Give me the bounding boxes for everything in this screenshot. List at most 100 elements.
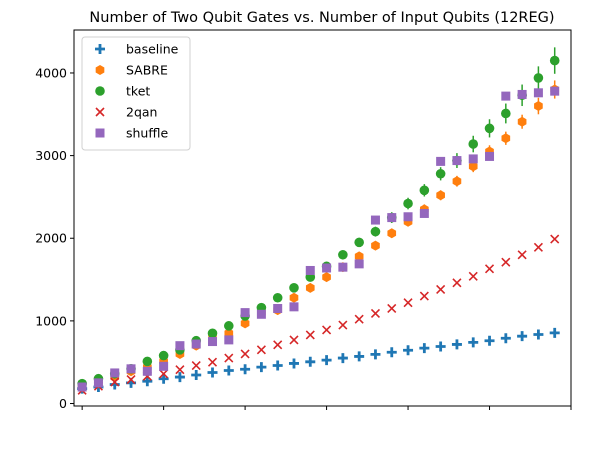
y-tick-label: 3000 <box>35 148 67 163</box>
data-point <box>484 335 495 346</box>
data-point <box>468 139 479 149</box>
data-point <box>517 116 527 127</box>
legend-marker <box>95 44 105 54</box>
data-point <box>501 133 511 144</box>
data-point <box>451 339 462 350</box>
data-point <box>174 372 185 383</box>
legend-label: shuffle <box>126 126 168 141</box>
data-point <box>354 351 365 362</box>
legend-item-tket: tket <box>95 84 150 99</box>
data-point <box>305 356 316 367</box>
data-point <box>224 321 234 331</box>
data-point <box>126 374 136 385</box>
data-point <box>337 353 348 364</box>
data-point <box>256 309 266 319</box>
data-point <box>289 302 299 312</box>
axes: 0 1000 2000 3000 4000 <box>35 65 572 411</box>
legend-label: baseline <box>126 42 179 57</box>
data-point <box>452 176 462 187</box>
data-point <box>419 343 430 354</box>
legend-item-shuffle: shuffle <box>95 126 168 141</box>
data-point <box>338 249 348 260</box>
legend-marker <box>95 65 105 75</box>
data-point <box>191 370 202 381</box>
plot-frame <box>73 29 572 407</box>
data-point <box>452 156 462 166</box>
y-tick-label: 0 <box>59 396 67 411</box>
data-point <box>305 282 315 293</box>
data-point <box>208 337 218 347</box>
data-point <box>207 357 218 367</box>
data-point <box>517 250 527 260</box>
data-point <box>159 369 169 379</box>
data-point <box>207 367 218 378</box>
data-point <box>175 341 185 351</box>
data-point <box>273 340 283 350</box>
data-point <box>126 364 136 374</box>
data-point <box>338 262 348 272</box>
data-point <box>158 350 169 361</box>
data-point <box>256 345 266 355</box>
data-point <box>191 339 201 349</box>
data-point <box>322 272 331 283</box>
data-point <box>272 292 283 303</box>
data-point <box>191 360 201 371</box>
data-point <box>403 198 413 209</box>
legend-marker <box>95 107 105 117</box>
data-point <box>435 168 446 179</box>
data-point <box>273 303 283 313</box>
data-point <box>371 240 380 251</box>
y-tick-label: 2000 <box>35 231 67 246</box>
data-point <box>435 341 446 352</box>
data-point <box>500 333 511 344</box>
legend-marker <box>95 86 105 96</box>
data-point <box>223 365 234 376</box>
plot-area <box>77 47 560 395</box>
data-point <box>159 361 169 371</box>
data-point <box>289 335 299 345</box>
data-point <box>224 353 234 363</box>
data-point <box>142 376 153 387</box>
data-point <box>419 208 429 218</box>
data-point <box>517 89 527 99</box>
series-shuffle <box>77 86 560 392</box>
data-point <box>354 259 364 269</box>
legend-label: SABRE <box>126 63 168 78</box>
data-point <box>436 190 445 201</box>
data-point <box>354 251 364 262</box>
data-point <box>142 366 152 376</box>
data-point <box>387 228 397 239</box>
data-point <box>484 264 495 274</box>
data-point <box>207 328 218 339</box>
data-point <box>534 101 543 112</box>
legend-item-SABRE: SABRE <box>95 63 168 78</box>
data-point <box>436 156 446 166</box>
data-point <box>289 292 299 303</box>
data-point <box>240 308 250 318</box>
data-point <box>501 108 511 119</box>
data-point <box>322 263 332 273</box>
data-point <box>533 73 544 83</box>
data-point <box>288 358 299 369</box>
data-point <box>370 349 381 360</box>
legend: baseline SABRE tket 2qan shuffle <box>81 36 191 151</box>
data-point <box>484 123 495 134</box>
y-tick-label: 4000 <box>35 65 67 80</box>
legend-label: 2qan <box>126 105 157 120</box>
data-point <box>322 325 332 335</box>
data-point <box>436 284 446 295</box>
data-point <box>370 215 380 225</box>
data-point <box>289 283 299 293</box>
data-point <box>533 88 543 98</box>
data-point <box>419 185 430 196</box>
legend-marker <box>95 128 105 138</box>
data-point <box>533 329 544 340</box>
data-point <box>354 314 364 324</box>
data-point <box>224 335 234 345</box>
legend-item-2qan: 2qan <box>95 105 157 120</box>
data-point <box>175 365 185 375</box>
data-point <box>550 86 560 96</box>
y-tick-label: 1000 <box>35 313 67 328</box>
data-point <box>501 91 511 101</box>
data-point <box>354 237 364 248</box>
